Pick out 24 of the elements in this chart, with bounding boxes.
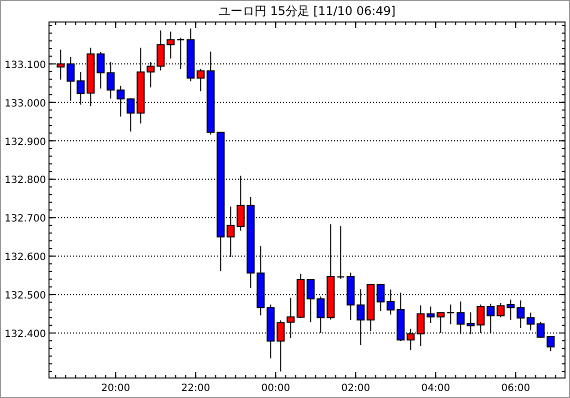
x-tick-label: 06:00 bbox=[501, 383, 530, 394]
candlestick bbox=[166, 31, 175, 60]
candlestick bbox=[526, 312, 535, 331]
y-tick-label: 132.500 bbox=[4, 290, 46, 302]
y-tick-label: 133.100 bbox=[4, 60, 46, 71]
candlestick bbox=[196, 68, 205, 92]
x-tick-label: 00:00 bbox=[261, 383, 290, 394]
x-tick-label: 22:00 bbox=[181, 383, 210, 394]
x-tick-label: 04:00 bbox=[421, 383, 450, 394]
candlestick bbox=[516, 300, 525, 329]
candlestick bbox=[506, 299, 515, 320]
candlestick bbox=[456, 300, 465, 334]
candlestick bbox=[546, 336, 555, 352]
y-tick-label: 132.900 bbox=[4, 136, 46, 148]
x-tick-label: 02:00 bbox=[341, 383, 370, 394]
y-tick-label: 132.700 bbox=[4, 214, 46, 225]
x-tick-label: 20:00 bbox=[101, 383, 130, 394]
y-tick-label: 132.600 bbox=[4, 252, 46, 264]
y-tick-label: 132.400 bbox=[4, 329, 46, 340]
chart-title: ユーロ円 15分足 [11/10 06:49] bbox=[218, 4, 396, 18]
candlestick bbox=[496, 302, 505, 318]
y-tick-label: 133.000 bbox=[4, 98, 46, 110]
candlestick bbox=[426, 306, 435, 324]
y-tick-label: 132.800 bbox=[4, 175, 46, 186]
